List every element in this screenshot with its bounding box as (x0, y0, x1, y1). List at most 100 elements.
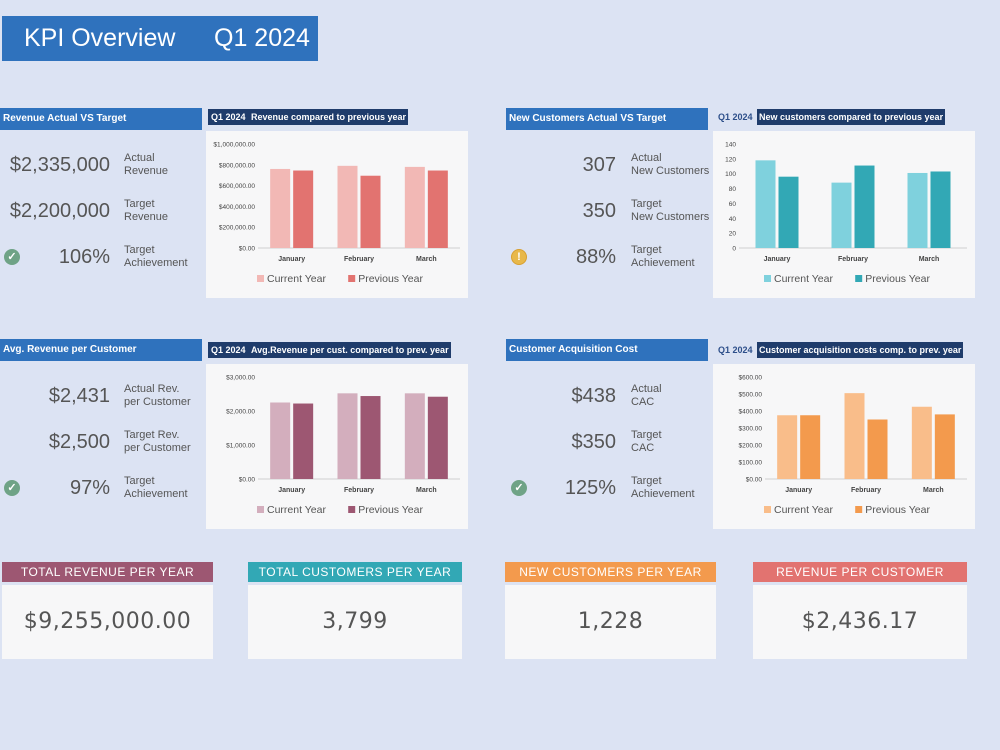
revenue-chart-panel: $0.00 $200,000.00 $400,000.00 $600,000.00 $8… (206, 131, 468, 298)
legend-swatch (257, 506, 264, 513)
revenue-section-heading: Revenue Actual VS Target (0, 108, 202, 130)
avg-revenue-actual-value: $2,431 (48, 385, 110, 407)
avg-revenue-quarter-tag: Q1 2024 (208, 342, 249, 358)
avg-revenue-target-value: $2,500 (48, 431, 110, 453)
x-tick-label: January (278, 256, 305, 263)
bar-previous-year (934, 414, 955, 479)
cac-bar-chart: $0.00 $100.00 $200.00 $300.00 $400.00 $500.00… (739, 375, 967, 516)
new-customers-bar-chart: 0 20 40 60 80 100 120 140 January February March Cu… (725, 142, 967, 285)
legend-swatch (764, 506, 771, 513)
legend-label: Current Year (774, 504, 833, 516)
bar-previous-year (427, 170, 448, 248)
card-value: 3,799 (248, 585, 462, 659)
y-tick-label: 120 (725, 156, 736, 163)
revenue-actual-value: $2,335,000 (9, 154, 110, 176)
bar-current-year (270, 168, 291, 248)
y-tick-label: 60 (729, 201, 737, 208)
x-tick-label: February (344, 256, 374, 263)
x-tick-label: March (416, 256, 437, 263)
revenue-chart-title: Revenue compared to previous year (249, 109, 409, 125)
bar-previous-year (930, 171, 951, 248)
legend-swatch (855, 506, 863, 513)
x-tick-label: January (785, 487, 812, 494)
bar-current-year (755, 160, 776, 248)
y-tick-label: $800,000.00 (219, 162, 256, 169)
y-tick-label: $400.00 (739, 409, 763, 416)
bar-current-year (831, 182, 852, 248)
avg-revenue-section-heading: Avg. Revenue per Customer (0, 339, 202, 361)
bar-current-year (777, 415, 798, 479)
x-tick-label: March (919, 256, 940, 263)
new-customers-chart-title: New customers compared to previous year (757, 109, 946, 125)
page-title: KPI Overview (24, 24, 176, 52)
bar-previous-year (778, 176, 799, 248)
new-customers-actual-value: 307 (582, 154, 616, 176)
bar-current-year (404, 166, 425, 248)
summary-card-total-revenue: TOTAL REVENUE PER YEAR $9,255,000.00 (2, 562, 213, 659)
y-tick-label: $500.00 (739, 392, 763, 399)
card-title: NEW CUSTOMERS PER YEAR (505, 562, 716, 582)
x-tick-label: January (278, 487, 305, 494)
revenue-target-label: Target Revenue (124, 198, 169, 223)
cac-section-heading: Customer Acquisition Cost (506, 339, 708, 361)
avg-revenue-bar-chart: $0.00 $1,000.00 $2,000.00 $3,000.00 January F… (226, 375, 460, 516)
cac-target-value: $350 (571, 431, 617, 453)
revenue-achievement-value: 106% (58, 246, 110, 268)
cac-actual-value: $438 (571, 385, 617, 407)
card-value: $9,255,000.00 (2, 585, 213, 659)
check-circle-icon: ✓ (511, 480, 527, 496)
cac-achievement-value: 125% (564, 477, 616, 499)
avg-revenue-chart-title: Avg.Revenue per cust. compared to prev. … (249, 342, 451, 358)
legend-label: Previous Year (865, 504, 930, 516)
avg-revenue-achievement-label: Target Achievement (124, 475, 188, 500)
cac-chart-title: Customer acquisition costs comp. to prev… (757, 342, 964, 358)
y-tick-label: 40 (729, 216, 737, 223)
x-tick-label: March (923, 487, 944, 494)
new-customers-achievement-value: 88% (575, 246, 616, 268)
y-tick-label: $100.00 (739, 460, 763, 467)
card-title: TOTAL CUSTOMERS PER YEAR (248, 562, 462, 582)
y-tick-label: $1,000,000.00 (213, 142, 255, 149)
legend-label: Previous Year (358, 504, 423, 516)
avg-revenue-target-label: Target Rev. per Customer (124, 429, 191, 454)
y-tick-label: $400,000.00 (219, 204, 256, 211)
new-customers-achievement-label: Target Achievement (631, 244, 695, 269)
bar-previous-year (293, 403, 314, 479)
bar-previous-year (854, 165, 875, 248)
revenue-quarter-tag: Q1 2024 (208, 109, 249, 125)
y-tick-label: $200.00 (739, 443, 763, 450)
new-customers-quarter-tag: Q1 2024 (718, 112, 753, 122)
bar-current-year (907, 172, 928, 248)
revenue-target-value: $2,200,000 (9, 200, 110, 222)
legend-label: Current Year (267, 504, 326, 516)
check-circle-icon: ✓ (4, 249, 20, 265)
y-tick-label: 80 (729, 186, 737, 193)
legend-swatch (855, 275, 863, 282)
y-tick-label: $1,000.00 (226, 443, 255, 450)
y-tick-label: 0 (732, 246, 736, 253)
x-tick-label: January (764, 256, 791, 263)
warning-circle-icon: ! (511, 249, 527, 265)
y-tick-label: $600,000.00 (219, 183, 256, 190)
legend-swatch (257, 275, 264, 282)
check-circle-icon: ✓ (4, 480, 20, 496)
revenue-bar-chart: $0.00 $200,000.00 $400,000.00 $600,000.00 $8… (213, 142, 460, 285)
y-tick-label: $0.00 (239, 246, 256, 253)
cac-target-label: Target CAC (631, 429, 662, 454)
x-tick-label: March (416, 487, 437, 494)
cac-chart-panel: $0.00 $100.00 $200.00 $300.00 $400.00 $500.00… (713, 364, 975, 529)
revenue-achievement-label: Target Achievement (124, 244, 188, 269)
page-title-bar: KPI Overview Q1 2024 (2, 16, 318, 61)
card-title: TOTAL REVENUE PER YEAR (2, 562, 213, 582)
bar-current-year (337, 393, 358, 479)
bar-previous-year (427, 396, 448, 479)
new-customers-section-heading: New Customers Actual VS Target (506, 108, 708, 130)
card-value: 1,228 (505, 585, 716, 659)
avg-revenue-chart-panel: $0.00 $1,000.00 $2,000.00 $3,000.00 January F… (206, 364, 468, 529)
card-title: REVENUE PER CUSTOMER (753, 562, 967, 582)
legend-label: Current Year (774, 273, 833, 285)
y-tick-label: $0.00 (239, 477, 256, 484)
summary-card-new-customers: NEW CUSTOMERS PER YEAR 1,228 (505, 562, 716, 659)
y-tick-label: $200,000.00 (219, 225, 256, 232)
bar-previous-year (360, 175, 381, 248)
